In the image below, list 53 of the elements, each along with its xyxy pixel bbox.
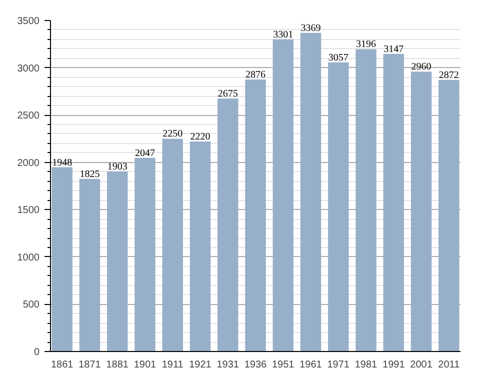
data-label: 2876 [246,70,266,81]
bar [383,54,404,352]
y-tick-label: 1500 [17,205,40,216]
y-tick-label: 2000 [17,158,40,169]
y-tick-label: 2500 [17,110,40,122]
data-label: 2675 [218,88,238,100]
bar [79,178,100,352]
data-label: 3057 [328,52,348,64]
y-tick-label: 0 [34,347,40,358]
bar [356,49,376,352]
x-tick-label: 1961 [300,360,322,370]
x-tick-label: 1871 [78,360,102,370]
bar [218,98,238,352]
data-label: 2220 [190,132,210,143]
y-tick-label: 500 [22,300,40,311]
x-tick-label: 1936 [244,360,268,370]
x-tick-label: 1901 [134,360,157,370]
x-tick-label: 1991 [382,360,406,370]
bar [328,62,349,352]
x-tick-label: 1951 [272,360,295,370]
x-tick-label: 2001 [410,360,433,370]
data-label: 2047 [134,148,155,159]
x-tick-label: 1971 [327,360,350,370]
bar [190,142,211,352]
data-label: 1948 [52,157,72,168]
x-tick-label: 1921 [189,360,212,370]
x-tick-label: 1981 [354,360,378,370]
bar [438,80,460,352]
y-tick-label: 3000 [17,63,40,74]
x-tick-label: 2011 [438,360,460,370]
bar [52,167,72,352]
bar [272,39,294,352]
data-label: 2872 [438,70,459,81]
bar [410,72,432,352]
data-label: 2250 [162,128,183,140]
x-tick-label: 1861 [50,360,74,370]
data-label: 3369 [300,22,321,34]
data-label: 1825 [80,168,100,180]
x-tick-label: 1881 [106,360,129,370]
x-tick-label: 1911 [162,360,184,370]
bar [162,138,183,352]
data-label: 3301 [273,29,294,40]
data-label: 3196 [356,39,376,50]
data-label: 2960 [411,62,432,73]
bar [134,158,156,352]
bar [107,172,128,352]
x-tick-label: 1931 [216,360,240,370]
y-tick-label: 3500 [17,16,40,27]
y-tick-label: 1000 [17,252,40,264]
data-label: 1903 [107,162,128,173]
bar [245,80,266,352]
data-label: 3147 [384,44,404,55]
bar [300,32,322,352]
